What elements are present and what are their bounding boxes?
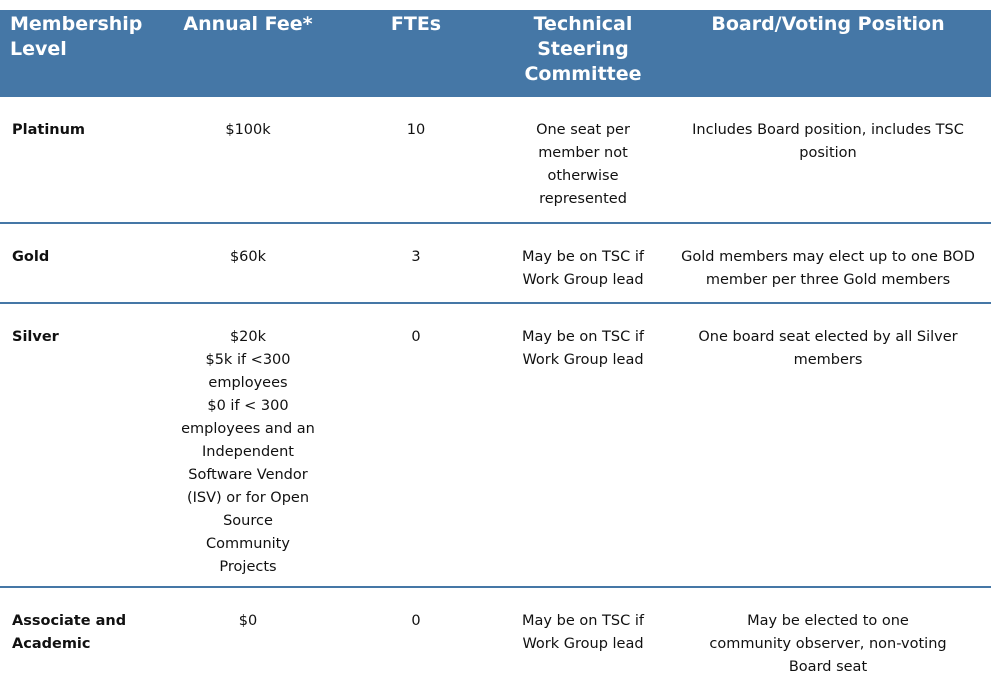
level-cell: Gold [0,223,165,304]
header-membership-level: Membership Level [0,10,165,97]
level-cell: Platinum [0,97,165,224]
board-cell: May be elected to one community observer… [709,613,947,675]
table-row-associate: Associate and Academic $0 0 May be on TS… [0,587,991,679]
board-cell: One board seat elected by all Silver mem… [665,303,991,588]
fee-line: $5k if <300 employees [205,352,291,391]
header-row: Membership Level Annual Fee* FTEs Techni… [0,10,991,97]
ftes-cell: 0 [411,613,421,629]
fee-cell: $100k [165,97,331,224]
fee-cell: $20k $5k if <300 employees $0 if < 300 e… [165,303,331,588]
level-cell: Associate and Academic [12,613,127,652]
level-cell: Silver [0,303,165,588]
board-cell: Gold members may elect up to one BOD mem… [665,223,991,304]
header-tsc: Technical Steering Committee [501,10,665,97]
board-cell: Includes Board position, includes TSC po… [665,97,991,224]
fee-cell: $60k [165,223,331,304]
header-board-position: Board/Voting Position [665,10,991,97]
header-ftes: FTEs [331,10,501,97]
header-annual-fee: Annual Fee* [165,10,331,97]
tsc-cell: May be on TSC if Work Group lead [501,303,665,588]
table-row-gold: Gold $60k 3 May be on TSC if Work Group … [0,223,991,304]
ftes-cell: 0 [331,303,501,588]
fee-line: $0 if < 300 employees and an Independent… [181,398,315,575]
tsc-cell: May be on TSC if Work Group lead [522,613,644,652]
fee-cell: $0 [238,613,258,629]
tsc-cell: May be on TSC if Work Group lead [501,223,665,304]
membership-table: Membership Level Annual Fee* FTEs Techni… [0,10,991,679]
table-row-platinum: Platinum $100k 10 One seat per member no… [0,97,991,224]
fee-line: $20k [229,329,267,345]
table-row-silver: Silver $20k $5k if <300 employees $0 if … [0,303,991,588]
ftes-cell: 10 [331,97,501,224]
tsc-cell: One seat per member not otherwise repres… [501,97,665,224]
ftes-cell: 3 [331,223,501,304]
